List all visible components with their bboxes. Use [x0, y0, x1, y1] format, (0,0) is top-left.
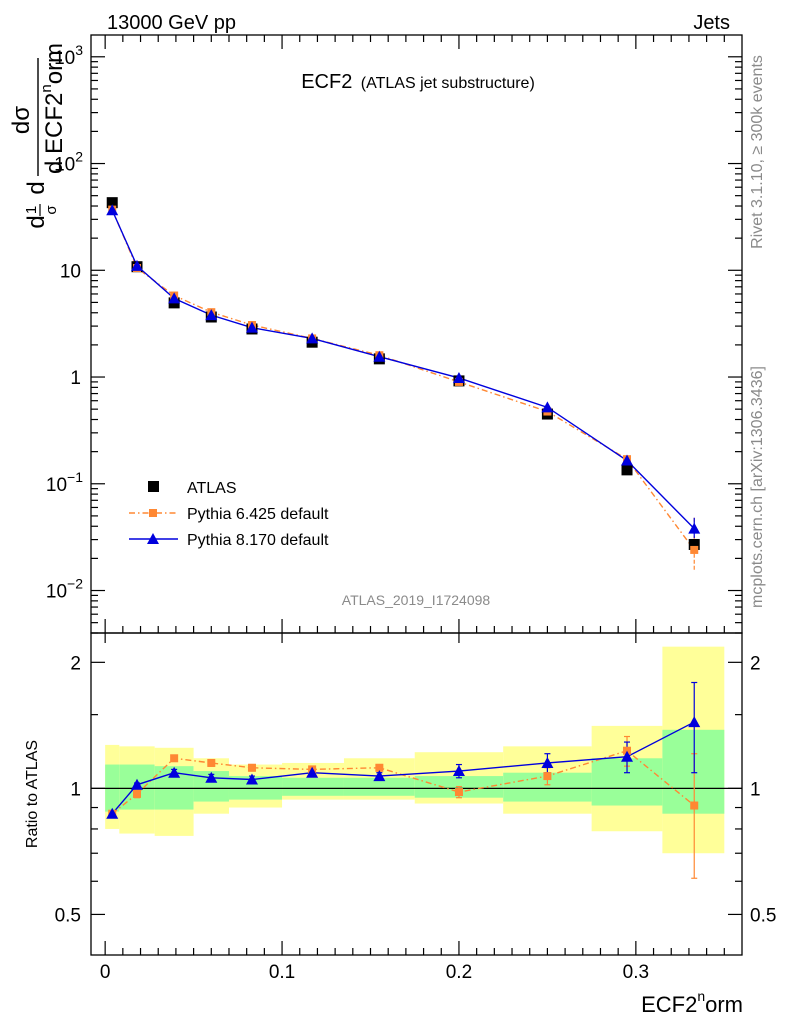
pythia6-ratio-point-2	[170, 754, 179, 763]
pythia8-ratio-point-2	[168, 766, 181, 778]
pythia8-point-5	[306, 332, 319, 344]
y-tick-label-1: 10−1	[46, 469, 83, 496]
pythia8-ratio-point-1	[130, 778, 143, 790]
x-axis-label: ECF2norm	[641, 988, 743, 1017]
inner-band-10	[662, 729, 725, 814]
pythia8-ratio-point-6	[373, 770, 386, 782]
pythia8-ratio-point-0	[106, 807, 119, 819]
y-tick-label-2: 1	[70, 368, 81, 389]
pythia6-ratio-point-4	[247, 763, 256, 772]
ratio-y-tick-label-right-1: 1	[750, 779, 761, 800]
pythia8-point-3	[205, 309, 218, 321]
legend-label-atlas: ATLAS	[187, 480, 237, 497]
legend-marker-atlas	[148, 481, 159, 492]
pythia8-ratio-point-8	[541, 756, 554, 768]
inner-band-6	[343, 777, 415, 796]
chart-title-sub: (ATLAS jet substructure)	[361, 75, 535, 92]
ratio-y-tick-label-left-1: 1	[70, 779, 81, 800]
y-label-den-sup: n	[38, 84, 55, 92]
y-label-den-main: d ECF2	[41, 93, 68, 174]
pythia8-point-8	[541, 401, 554, 413]
pythia8-ratio-point-7	[452, 765, 465, 777]
header-right: Jets	[693, 12, 730, 34]
pythia6-ratio-point-10	[690, 801, 699, 810]
y-label-sigma: σ	[43, 205, 60, 215]
ratio-y-tick-label-right-2: 2	[750, 653, 761, 674]
x-label-tail: orm	[705, 992, 743, 1017]
y-label-d1: d	[23, 215, 50, 228]
rivet-label: Rivet 3.1.10, ≥ 300k events	[749, 55, 766, 249]
legend-label-pythia8: Pythia 8.170 default	[187, 532, 329, 549]
chart-title-main: ECF2	[301, 71, 352, 93]
ratio-panel-frame	[90, 632, 743, 956]
legend-marker-pythia6	[149, 509, 157, 517]
atlas-point-9	[621, 464, 633, 476]
mcplots-label: mcplots.cern.ch [arXiv:1306.3436]	[749, 366, 766, 608]
pythia8-ratio-point-10	[688, 716, 701, 728]
pythia8-ratio-point-3	[205, 771, 218, 783]
pythia8-point-9	[621, 454, 634, 466]
data-series	[106, 197, 701, 572]
x-tick-label-1: 0.1	[269, 962, 295, 983]
inner-band-5	[282, 777, 344, 796]
y-tick-label-0: 10−2	[46, 576, 83, 603]
header-left: 13000 GeV pp	[107, 12, 236, 34]
legend-marker-pythia8	[147, 533, 159, 544]
x-label-sup: n	[697, 988, 705, 1004]
pythia8-point-6	[373, 350, 386, 362]
legend: ATLAS Pythia 6.425 default Pythia 8.170 …	[129, 480, 329, 549]
y-tick-label-4: 102	[54, 149, 83, 176]
x-tick-label-3: 0.3	[623, 962, 649, 983]
pythia8-ratio-point-9	[621, 750, 634, 762]
x-tick-label-2: 0.2	[446, 962, 472, 983]
y-tick-label-5: 103	[54, 42, 83, 69]
pythia6-ratio-point-3	[207, 758, 216, 767]
atlas-point-10	[688, 538, 700, 550]
axis-ticks: 0 0.1 0.2 0.3 10−2 10−1 1 10 102 103 0.5 0.5 1 1 2 2	[46, 35, 776, 983]
pythia6-ratio-point-7	[454, 788, 463, 797]
y-label-den-tail: orm	[41, 43, 68, 84]
pythia8-point-4	[245, 321, 258, 333]
y-label-one: 1	[23, 206, 40, 214]
x-tick-label-0: 0	[100, 962, 111, 983]
ratio-bands	[91, 646, 742, 854]
pythia8-point-1	[130, 259, 143, 271]
pythia8-point-10	[688, 522, 701, 534]
pythia6-ratio-point-9	[623, 746, 632, 755]
pythia8-point-7	[452, 371, 465, 383]
ratio-y-tick-label-right-0: 0.5	[750, 905, 776, 926]
pythia6-ratio-point-8	[543, 772, 552, 781]
pythia8-ratio-point-4	[245, 773, 258, 785]
pythia6-line	[111, 209, 695, 551]
y-label-d2: d	[23, 181, 50, 194]
pythia8-point-0	[106, 204, 119, 216]
pythia8-ratio-point-5	[306, 766, 319, 778]
pythia6-ratio-point-1	[132, 789, 141, 798]
y-axis-label: d 1 σ d dσ d ECF2norm	[8, 43, 68, 229]
pythia6-point-10	[690, 545, 699, 554]
atlas-point-0	[106, 197, 118, 209]
y-tick-label-3: 10	[60, 261, 81, 282]
ratio-series	[106, 681, 701, 879]
x-label-main: ECF2	[641, 992, 697, 1017]
analysis-watermark: ATLAS_2019_I1724098	[342, 592, 491, 608]
legend-label-pythia6: Pythia 6.425 default	[187, 506, 329, 523]
pythia6-ratio-point-6	[375, 763, 384, 772]
ratio-y-tick-label-left-2: 2	[70, 653, 81, 674]
chart-title: ECF2 (ATLAS jet substructure)	[301, 71, 535, 93]
pythia8-point-2	[168, 292, 181, 304]
y-label-num: dσ	[8, 106, 35, 134]
y-label-den: d ECF2norm	[38, 43, 68, 174]
ratio-y-tick-label-left-0: 0.5	[55, 905, 81, 926]
ratio-y-label: Ratio to ATLAS	[24, 740, 41, 848]
